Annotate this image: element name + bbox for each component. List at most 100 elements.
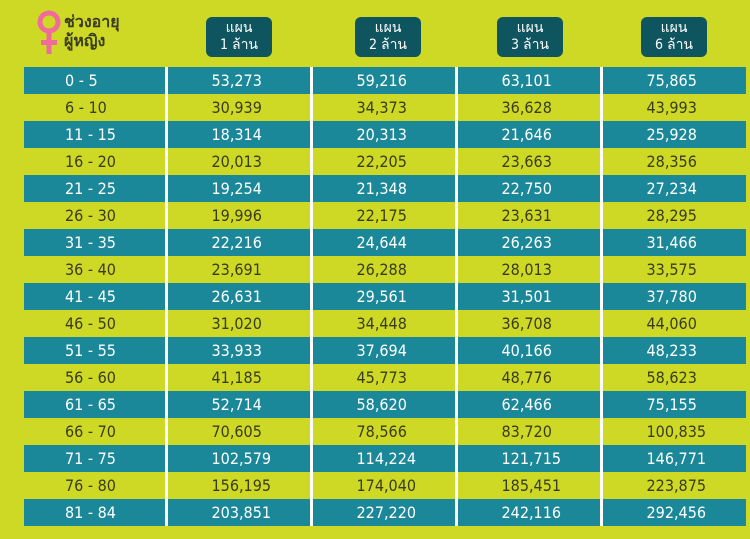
premium-cell: 58,620	[309, 391, 456, 418]
premium-cell: 36,708	[454, 310, 601, 337]
premium-cell: 48,776	[454, 364, 601, 391]
age-range-cell: 81 - 84	[24, 499, 166, 526]
premium-cell: 174,040	[309, 472, 456, 499]
premium-cell: 19,254	[164, 175, 311, 202]
table-row: 16 - 20 20,013 22,205 23,663 28,356	[24, 148, 746, 175]
premium-cell: 43,993	[599, 94, 746, 121]
premium-cell: 146,771	[599, 445, 746, 472]
table-row: 0 - 5 53,273 59,216 63,101 75,865	[24, 67, 746, 94]
age-range-cell: 26 - 30	[24, 202, 166, 229]
plan-amount: 6 ล้าน	[654, 37, 694, 53]
table-row: 51 - 55 33,933 37,694 40,166 48,233	[24, 337, 746, 364]
premium-cell: 28,013	[454, 256, 601, 283]
age-label-line1: ช่วงอายุ	[64, 12, 120, 31]
table-row: 66 - 70 70,605 78,566 83,720 100,835	[24, 418, 746, 445]
age-range-cell: 51 - 55	[24, 337, 166, 364]
age-range-cell: 0 - 5	[24, 67, 166, 94]
age-column-title: ช่วงอายุ ผู้หญิง	[36, 10, 120, 58]
female-symbol-icon	[37, 10, 61, 54]
premium-cell: 33,575	[599, 256, 746, 283]
table-header: ช่วงอายุ ผู้หญิง แผน 1 ล้าน แผน 2 ล้าน แ…	[0, 0, 750, 64]
age-range-cell: 11 - 15	[24, 121, 166, 148]
premium-cell: 31,020	[164, 310, 311, 337]
premium-cell: 22,175	[309, 202, 456, 229]
table-row: 56 - 60 41,185 45,773 48,776 58,623	[24, 364, 746, 391]
premium-cell: 23,631	[454, 202, 601, 229]
age-range-cell: 61 - 65	[24, 391, 166, 418]
premium-cell: 227,220	[309, 499, 456, 526]
table-row: 81 - 84 203,851 227,220 242,116 292,456	[24, 499, 746, 526]
premium-cell: 40,166	[454, 337, 601, 364]
premium-cell: 34,373	[309, 94, 456, 121]
premium-cell: 21,348	[309, 175, 456, 202]
premium-table: 0 - 5 53,273 59,216 63,101 75,865 6 - 10 30,93…	[24, 67, 746, 526]
premium-cell: 33,933	[164, 337, 311, 364]
premium-cell: 53,273	[164, 67, 311, 94]
premium-cell: 37,694	[309, 337, 456, 364]
premium-cell: 26,288	[309, 256, 456, 283]
age-range-cell: 31 - 35	[24, 229, 166, 256]
premium-cell: 23,691	[164, 256, 311, 283]
premium-cell: 24,644	[309, 229, 456, 256]
plan-label: แผน	[374, 20, 402, 36]
age-range-cell: 36 - 40	[24, 256, 166, 283]
age-range-cell: 41 - 45	[24, 283, 166, 310]
premium-cell: 22,205	[309, 148, 456, 175]
premium-cell: 203,851	[164, 499, 311, 526]
table-row: 61 - 65 52,714 58,620 62,466 75,155	[24, 391, 746, 418]
premium-cell: 26,263	[454, 229, 601, 256]
plan-label: แผน	[516, 20, 544, 36]
premium-cell: 75,155	[599, 391, 746, 418]
premium-cell: 75,865	[599, 67, 746, 94]
plan-3-header: แผน 3 ล้าน	[497, 17, 563, 57]
age-range-cell: 6 - 10	[24, 94, 166, 121]
premium-cell: 223,875	[599, 472, 746, 499]
age-range-cell: 71 - 75	[24, 445, 166, 472]
table-row: 11 - 15 18,314 20,313 21,646 25,928	[24, 121, 746, 148]
plan-amount: 1 ล้าน	[219, 37, 259, 53]
premium-cell: 59,216	[309, 67, 456, 94]
premium-cell: 58,623	[599, 364, 746, 391]
age-range-cell: 46 - 50	[24, 310, 166, 337]
premium-cell: 31,501	[454, 283, 601, 310]
premium-cell: 18,314	[164, 121, 311, 148]
age-range-cell: 21 - 25	[24, 175, 166, 202]
age-label-line2: ผู้หญิง	[64, 31, 106, 50]
premium-cell: 25,928	[599, 121, 746, 148]
table-row: 41 - 45 26,631 29,561 31,501 37,780	[24, 283, 746, 310]
plan-label: แผน	[225, 20, 253, 36]
plan-amount: 3 ล้าน	[510, 37, 550, 53]
premium-cell: 30,939	[164, 94, 311, 121]
premium-cell: 28,295	[599, 202, 746, 229]
premium-cell: 29,561	[309, 283, 456, 310]
premium-cell: 37,780	[599, 283, 746, 310]
premium-cell: 31,466	[599, 229, 746, 256]
premium-cell: 41,185	[164, 364, 311, 391]
premium-cell: 70,605	[164, 418, 311, 445]
premium-cell: 26,631	[164, 283, 311, 310]
premium-cell: 20,013	[164, 148, 311, 175]
premium-cell: 27,234	[599, 175, 746, 202]
premium-cell: 83,720	[454, 418, 601, 445]
age-range-cell: 56 - 60	[24, 364, 166, 391]
premium-cell: 62,466	[454, 391, 601, 418]
plan-1-header: แผน 1 ล้าน	[206, 17, 272, 57]
age-range-cell: 66 - 70	[24, 418, 166, 445]
plan-6-header: แผน 6 ล้าน	[641, 17, 707, 57]
premium-cell: 45,773	[309, 364, 456, 391]
plan-2-header: แผน 2 ล้าน	[355, 17, 421, 57]
table-row: 36 - 40 23,691 26,288 28,013 33,575	[24, 256, 746, 283]
premium-cell: 36,628	[454, 94, 601, 121]
premium-cell: 100,835	[599, 418, 746, 445]
table-row: 31 - 35 22,216 24,644 26,263 31,466	[24, 229, 746, 256]
table-row: 46 - 50 31,020 34,448 36,708 44,060	[24, 310, 746, 337]
table-row: 21 - 25 19,254 21,348 22,750 27,234	[24, 175, 746, 202]
premium-cell: 44,060	[599, 310, 746, 337]
premium-cell: 102,579	[164, 445, 311, 472]
table-row: 76 - 80 156,195 174,040 185,451 223,875	[24, 472, 746, 499]
table-row: 26 - 30 19,996 22,175 23,631 28,295	[24, 202, 746, 229]
premium-cell: 22,216	[164, 229, 311, 256]
table-row: 6 - 10 30,939 34,373 36,628 43,993	[24, 94, 746, 121]
premium-cell: 28,356	[599, 148, 746, 175]
premium-cell: 34,448	[309, 310, 456, 337]
